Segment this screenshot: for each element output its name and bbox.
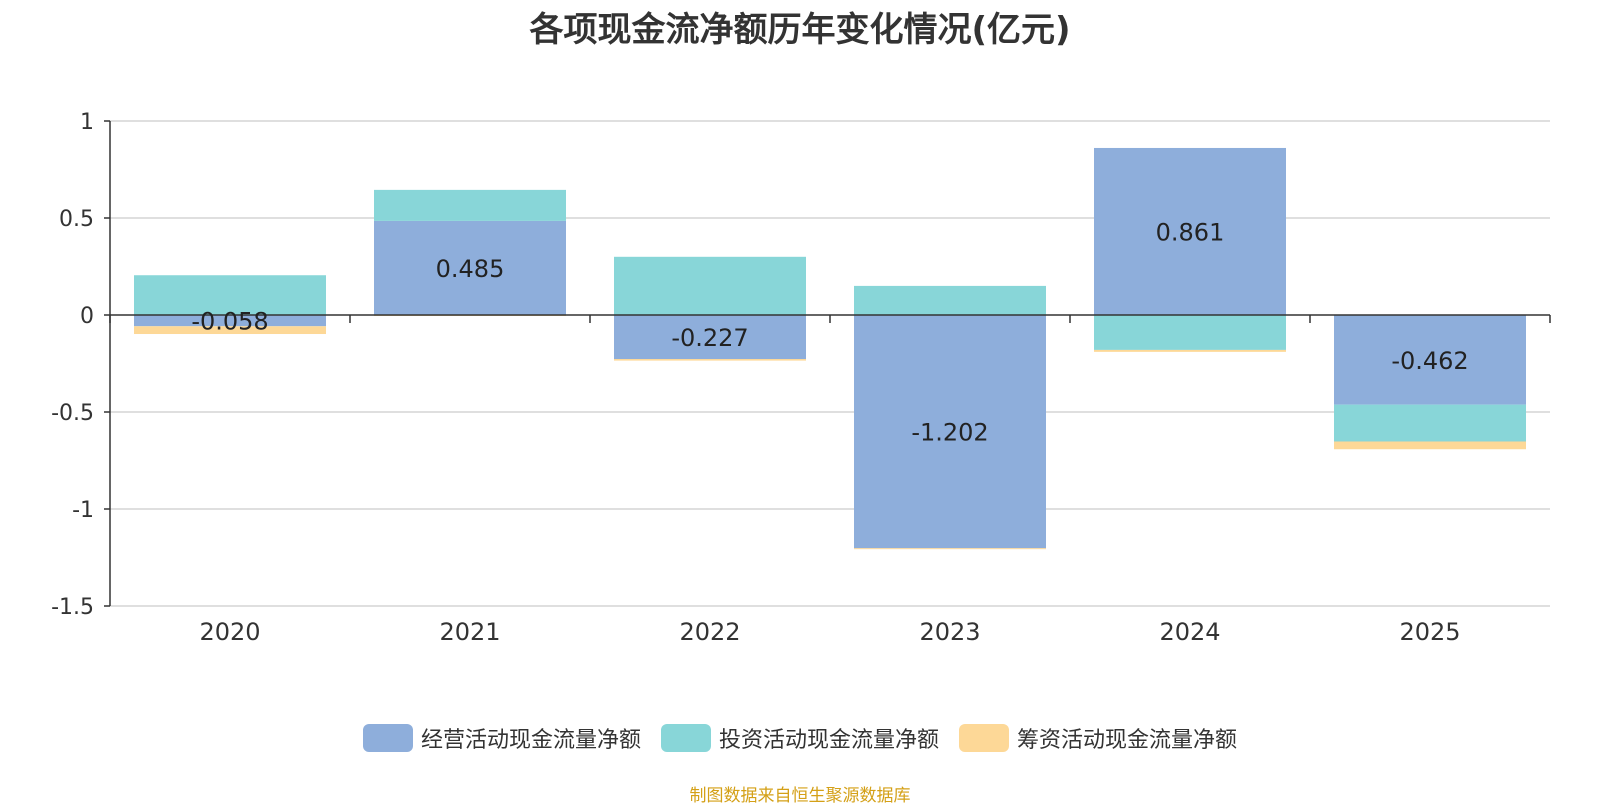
- x-tick-label: 2025: [1399, 618, 1460, 646]
- bar-financing-2022: [614, 359, 806, 361]
- data-label: -1.202: [911, 419, 988, 447]
- bar-operating-2022: [614, 315, 806, 360]
- x-tick-label: 2020: [199, 618, 260, 646]
- legend-item-financing[interactable]: 筹资活动现金流量净额: [959, 722, 1237, 754]
- legend-item-investing[interactable]: 投资活动现金流量净额: [660, 722, 939, 754]
- legend-swatch-financing: [959, 724, 1009, 752]
- bar-investing-2024: [1094, 315, 1286, 350]
- x-tick-label: 2021: [439, 618, 500, 646]
- bar-investing-2023: [854, 285, 1046, 315]
- bar-operating-2023: [854, 315, 1046, 549]
- data-label: -0.227: [671, 324, 748, 352]
- legend-swatch-operating: [362, 724, 413, 752]
- y-tick-label: 0: [80, 304, 94, 329]
- data-label: -0.462: [1391, 347, 1468, 375]
- bar-operating-2024: [1094, 147, 1286, 315]
- x-tick-label: 2023: [919, 618, 980, 646]
- data-label: 0.485: [436, 255, 505, 283]
- bar-investing-2021: [374, 189, 566, 221]
- legend-label-investing: 投资活动现金流量净额: [718, 728, 939, 753]
- data-label: -0.058: [191, 308, 268, 336]
- legend-label-operating: 经营活动现金流量净额: [420, 728, 641, 753]
- legend: 经营活动现金流量净额 投资活动现金流量净额 筹资活动现金流量净额: [0, 722, 1600, 754]
- y-tick-label: -1.5: [51, 595, 94, 620]
- bar-investing-2025: [1334, 404, 1526, 442]
- bar-financing-2020: [134, 326, 326, 335]
- data-label: 0.861: [1156, 218, 1225, 246]
- bar-investing-2022: [614, 256, 806, 315]
- legend-swatch-investing: [660, 724, 711, 752]
- bar-operating-2025: [1334, 315, 1526, 405]
- bar-financing-2025: [1334, 441, 1526, 450]
- bar-investing-2020: [134, 275, 326, 315]
- x-tick-label: 2024: [1159, 618, 1220, 646]
- y-tick-label: 1: [80, 110, 94, 135]
- chart-title: 各项现金流净额历年变化情况(亿元): [529, 10, 1071, 50]
- legend-item-operating[interactable]: 经营活动现金流量净额: [362, 722, 641, 754]
- source-note: 制图数据来自恒生聚源数据库: [689, 786, 911, 806]
- bar-financing-2024: [1094, 349, 1286, 352]
- x-tick-label: 2022: [679, 618, 740, 646]
- y-tick-label: 0.5: [59, 207, 94, 232]
- legend-label-financing: 筹资活动现金流量净额: [1017, 728, 1238, 753]
- y-tick-label: -1: [72, 498, 94, 523]
- y-tick-label: -0.5: [51, 401, 94, 426]
- bar-financing-2023: [854, 548, 1046, 550]
- bar-operating-2020: [134, 315, 326, 327]
- bar-operating-2021: [374, 220, 566, 315]
